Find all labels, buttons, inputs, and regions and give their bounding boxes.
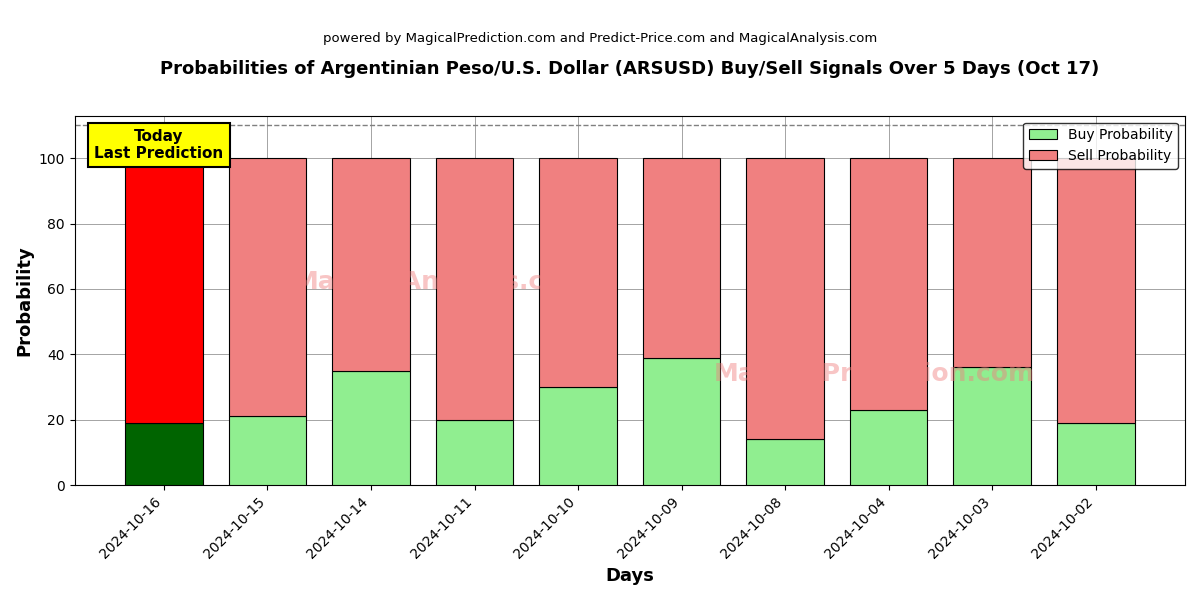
Bar [1057,423,1134,485]
Bar [539,158,617,387]
Text: Today
Last Prediction: Today Last Prediction [94,129,223,161]
Bar [436,158,514,420]
Bar [850,158,928,410]
Bar [125,423,203,485]
Bar [953,158,1031,367]
Bar [229,416,306,485]
Title: Probabilities of Argentinian Peso/U.S. Dollar (ARSUSD) Buy/Sell Signals Over 5 D: Probabilities of Argentinian Peso/U.S. D… [161,60,1099,78]
Bar [332,371,410,485]
Bar [953,367,1031,485]
Text: MagicalAnalysis.com: MagicalAnalysis.com [294,270,588,294]
Bar [332,158,410,371]
Bar [746,158,824,439]
Bar [643,158,720,358]
Text: MagicalPrediction.com: MagicalPrediction.com [714,362,1034,386]
Bar [1057,158,1134,423]
Legend: Buy Probability, Sell Probability: Buy Probability, Sell Probability [1024,122,1178,169]
Bar [850,410,928,485]
Bar [539,387,617,485]
X-axis label: Days: Days [605,567,654,585]
Y-axis label: Probability: Probability [16,245,34,356]
Bar [436,420,514,485]
Bar [229,158,306,416]
Bar [746,439,824,485]
Text: powered by MagicalPrediction.com and Predict-Price.com and MagicalAnalysis.com: powered by MagicalPrediction.com and Pre… [323,32,877,45]
Bar [643,358,720,485]
Bar [125,158,203,423]
